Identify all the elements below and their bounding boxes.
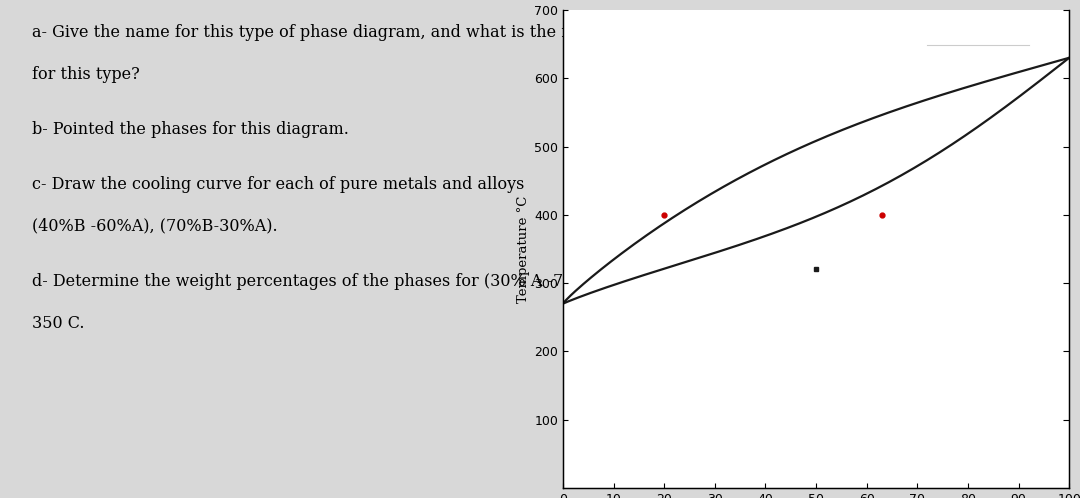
Y-axis label: Temperature °C: Temperature °C xyxy=(517,195,530,303)
Text: for this type?: for this type? xyxy=(32,66,139,83)
Text: 350 C.: 350 C. xyxy=(32,315,84,332)
Text: d- Determine the weight percentages of the phases for (30% A -70% B) at: d- Determine the weight percentages of t… xyxy=(32,272,633,289)
Text: a- Give the name for this type of phase diagram, and what is the main feature: a- Give the name for this type of phase … xyxy=(32,24,665,41)
Text: b- Pointed the phases for this diagram.: b- Pointed the phases for this diagram. xyxy=(32,121,349,138)
Text: (40%B -60%A), (70%B-30%A).: (40%B -60%A), (70%B-30%A). xyxy=(32,218,278,235)
Text: c- Draw the cooling curve for each of pure metals and alloys: c- Draw the cooling curve for each of pu… xyxy=(32,176,525,193)
